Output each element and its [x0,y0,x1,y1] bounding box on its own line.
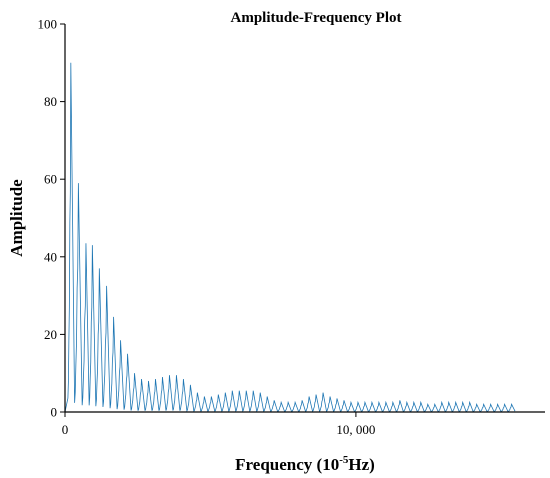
chart-title: Amplitude-Frequency Plot [231,10,402,26]
y-tick-label: 100 [38,17,58,32]
y-axis-label: Amplitude [7,179,26,257]
y-tick-label: 60 [44,172,57,187]
y-tick-label: 40 [44,249,57,264]
amplitude-series-line [64,62,516,413]
x-tick-label: 10, 000 [336,422,375,437]
x-axis-label-unit: Hz) [348,455,374,474]
y-tick-label: 80 [44,94,57,109]
y-tick-label: 0 [51,405,58,420]
y-tick-label: 20 [44,327,57,342]
x-axis-ticks: 0 10, 000 [62,412,375,437]
x-tick-label: 0 [62,422,69,437]
x-axis-label-main: Frequency (10 [235,455,339,474]
x-axis-label: Frequency (10-5Hz) [235,454,375,474]
y-axis-ticks: 0 20 40 60 80 100 [38,17,65,420]
x-axis-label-exponent: -5 [339,454,349,466]
